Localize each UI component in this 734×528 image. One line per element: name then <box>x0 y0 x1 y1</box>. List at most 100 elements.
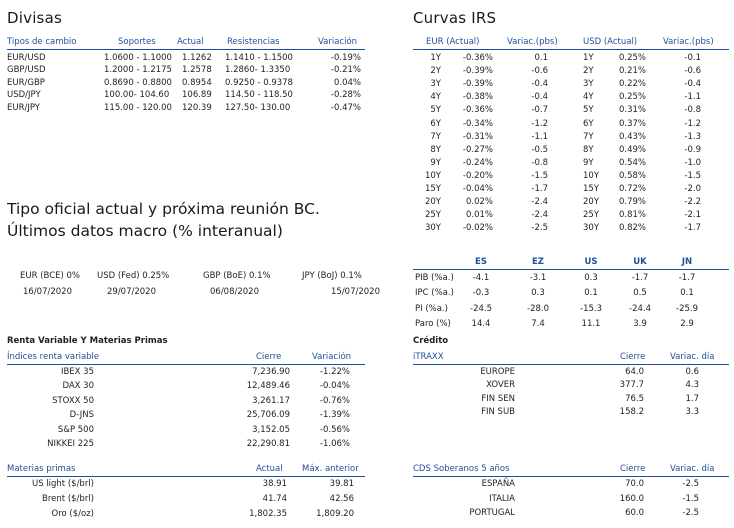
macro-label: Paro (%) <box>415 319 451 330</box>
currency-pair: USD/JPY <box>7 90 41 101</box>
materias-table: US light ($/brl) 38.91 39.81 Brent ($/brl) 4… <box>0 479 370 524</box>
eur-rate: -0.04% <box>462 184 493 194</box>
col-variac-dia: Variac. día <box>670 464 715 474</box>
index-cierre: 22,290.81 <box>246 439 290 449</box>
usd-variac: -1.3 <box>684 131 701 142</box>
index-variacion: -1.22% <box>319 367 350 377</box>
eur-rate: -0.24% <box>462 157 493 168</box>
macro-row: IPC (%a.) -0.3 0.3 0.1 0.5 0.1 <box>413 286 729 301</box>
usd-rate: 0.25% <box>618 53 646 63</box>
currency-pair: EUR/GBP <box>7 77 45 88</box>
macro-col-header: ES <box>475 257 487 267</box>
index-cierre: 12,489.46 <box>246 381 290 392</box>
index-cierre: 7,236.90 <box>252 367 290 377</box>
usd-tenor: 7Y <box>583 131 594 142</box>
index-variacion: -0.76% <box>319 395 350 406</box>
currency-pair: GBP/USD <box>7 65 46 76</box>
index-variacion: -0.56% <box>319 424 350 435</box>
renta-header: Índices renta variable Cierre Variación <box>0 352 370 364</box>
divisas-row: EUR/JPY 115.00 - 120.00 120.39 127.50- 130.… <box>0 103 370 114</box>
eur-tenor: 2Y <box>430 66 441 77</box>
actual-value: 1.2578 <box>182 65 212 76</box>
index-row: D-JNS 25,706.09 -1.39% <box>0 410 370 421</box>
cds-row: PORTUGAL 60.0 -2.5 <box>413 508 729 519</box>
variacion-value: -0.28% <box>330 90 361 101</box>
macro-value: 0.1 <box>584 288 598 299</box>
macro-value: -1.7 <box>678 273 696 283</box>
irs-row: 15Y -0.04% -1.7 15Y 0.72% -2.0 <box>413 184 729 195</box>
eur-tenor: 9Y <box>430 157 441 168</box>
commodity-actual: 1,802.35 <box>249 509 287 519</box>
macro-value: 14.4 <box>471 319 491 330</box>
index-name: D-JNS <box>69 410 94 421</box>
variacion-value: -0.47% <box>330 102 361 113</box>
itraxx-cierre: 64.0 <box>625 367 644 377</box>
macro-value: 0.1 <box>680 288 694 299</box>
index-name: NIKKEI 225 <box>47 439 94 449</box>
eur-variac: -0.4 <box>531 92 548 103</box>
macro-value: 11.1 <box>581 319 601 330</box>
cds-variac: -2.5 <box>682 508 699 519</box>
col-eur-variac: Variac.(pbs) <box>507 37 558 47</box>
index-cierre: 3,152.05 <box>252 424 290 435</box>
eur-tenor: 25Y <box>424 210 441 221</box>
soportes-value: 1.2000 - 1.2175 <box>104 65 172 76</box>
usd-rate: 0.49% <box>618 144 646 155</box>
macro-col-header: EZ <box>532 257 544 267</box>
usd-variac: -0.1 <box>684 53 701 63</box>
eur-rate: -0.38% <box>462 92 493 103</box>
usd-tenor: 6Y <box>583 118 594 129</box>
col-itraxx: iTRAXX <box>413 352 444 362</box>
index-row: DAX 30 12,489.46 -0.04% <box>0 381 370 392</box>
variacion-value: -0.21% <box>330 65 361 76</box>
itraxx-row: EUROPE 64.0 0.6 <box>413 367 729 378</box>
eur-tenor: 4Y <box>430 92 441 103</box>
commodity-row: US light ($/brl) 38.91 39.81 <box>0 479 370 490</box>
usd-variac: -2.2 <box>684 197 701 208</box>
eur-rate: 0.01% <box>465 210 493 221</box>
commodity-actual: 41.74 <box>262 494 287 504</box>
usd-variac: -1.2 <box>684 118 701 129</box>
resistencias-value: 114.50 - 118.50 <box>225 90 293 101</box>
macro-label: PIB (%a.) <box>415 273 454 283</box>
usd-variac: -1.5 <box>684 170 701 181</box>
soportes-value: 100.00- 104.60 <box>104 90 170 101</box>
variacion-value: 0.04% <box>333 77 361 88</box>
irs-row: 30Y -0.02% -2.5 30Y 0.82% -1.7 <box>413 223 729 234</box>
usd-tenor: 9Y <box>583 157 594 168</box>
index-cierre: 25,706.09 <box>246 410 290 421</box>
materias-header: Materias primas Actual Máx. anterior <box>0 464 370 476</box>
col-variacion: Variación <box>318 37 358 47</box>
eur-tenor: 10Y <box>424 170 441 181</box>
index-variacion: -1.39% <box>319 410 350 421</box>
eur-variac: 0.1 <box>534 53 548 63</box>
macro-value: -28.0 <box>527 303 549 314</box>
eur-tenor: 1Y <box>430 53 441 63</box>
renta-table: IBEX 35 7,236.90 -1.22% DAX 30 12,489.46 -0.0… <box>0 367 370 457</box>
col-cierre: Cierre <box>256 352 282 362</box>
divisas-row: EUR/GBP 0.8690 - 0.8800 0.8954 0.9250 - 0.9… <box>0 78 370 89</box>
divisas-header: Tipos de cambio Soportes Actual Resisten… <box>0 37 370 49</box>
cds-header: CDS Soberanos 5 años Cierre Variac. día <box>413 464 729 476</box>
curvas-title: Curvas IRS <box>413 9 497 27</box>
resistencias-value: 1.2860- 1.3350 <box>225 65 291 76</box>
irs-row: 6Y -0.34% -1.2 6Y 0.37% -1.2 <box>413 119 729 130</box>
eur-variac: -0.6 <box>531 66 548 77</box>
macro-col-header: JN <box>681 257 693 267</box>
macro-value: 2.9 <box>680 319 694 330</box>
index-name: S&P 500 <box>57 424 94 435</box>
credito-table: EUROPE 64.0 0.6 XOVER 377.7 4.3 FIN SEN 76.5 1.7… <box>413 367 729 427</box>
eur-rate: -0.36% <box>462 105 493 116</box>
cds-divider <box>413 476 729 477</box>
eur-variac: -0.7 <box>531 105 548 116</box>
soportes-value: 1.0600 - 1.1000 <box>104 53 172 63</box>
usd-rate: 0.79% <box>618 197 646 208</box>
usd-tenor: 1Y <box>583 53 594 63</box>
commodity-name: Oro ($/oz) <box>51 509 94 519</box>
index-cierre: 3,261.17 <box>252 395 290 406</box>
curvas-divider <box>413 49 729 50</box>
macro-table: PIB (%a.) -4.1 -3.1 0.3 -1.7 -1.7 IPC (%a.) -0.… <box>413 271 729 331</box>
eur-tenor: 15Y <box>424 184 441 194</box>
irs-row: 20Y 0.02% -2.4 20Y 0.79% -2.2 <box>413 197 729 208</box>
usd-rate: 0.21% <box>618 66 646 77</box>
